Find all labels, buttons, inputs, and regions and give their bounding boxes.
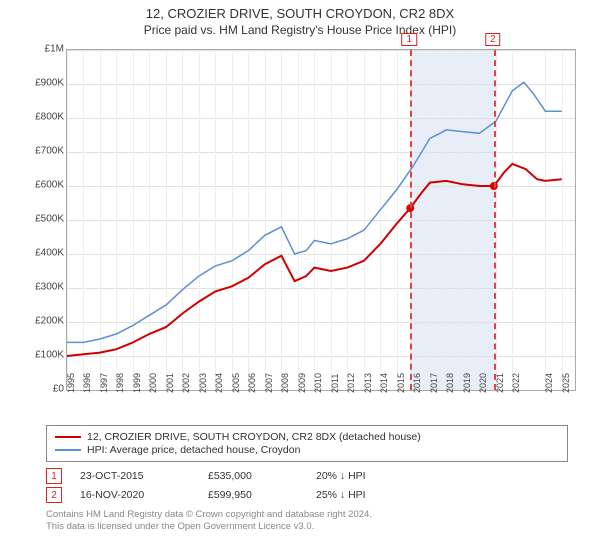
sale-marker: 1 <box>46 468 62 484</box>
y-tick-label: £200K <box>35 316 64 327</box>
sale-price: £599,950 <box>208 489 298 501</box>
x-tick-label: 2019 <box>462 373 472 393</box>
sale-marker: 2 <box>46 487 62 503</box>
y-tick-label: £0 <box>53 384 64 395</box>
x-tick-label: 2004 <box>214 373 224 393</box>
sale-row: 1 23-OCT-2015 £535,000 20% ↓ HPI <box>46 468 568 484</box>
x-tick-label: 2017 <box>429 373 439 393</box>
x-tick-label: 1998 <box>115 373 125 393</box>
legend-label: 12, CROZIER DRIVE, SOUTH CROYDON, CR2 8D… <box>87 431 421 443</box>
x-tick-label: 2002 <box>181 373 191 393</box>
x-tick-label: 1997 <box>99 373 109 393</box>
x-tick-label: 2000 <box>148 373 158 393</box>
x-tick-label: 2009 <box>297 373 307 393</box>
sale-date: 23-OCT-2015 <box>80 470 190 482</box>
sale-delta: 20% ↓ HPI <box>316 470 366 482</box>
y-tick-label: £700K <box>35 146 64 157</box>
footer: Contains HM Land Registry data © Crown c… <box>46 509 568 534</box>
sale-price: £535,000 <box>208 470 298 482</box>
footer-line-1: Contains HM Land Registry data © Crown c… <box>46 509 568 521</box>
x-tick-label: 1996 <box>82 373 92 393</box>
x-tick-label: 2003 <box>198 373 208 393</box>
x-tick-label: 2022 <box>511 373 521 393</box>
y-tick-label: £1M <box>45 44 64 55</box>
y-tick-label: £900K <box>35 78 64 89</box>
x-tick-label: 2015 <box>396 373 406 393</box>
y-tick-label: £600K <box>35 180 64 191</box>
x-tick-label: 2007 <box>264 373 274 393</box>
x-tick-label: 2001 <box>165 373 175 393</box>
plot-area <box>66 49 576 391</box>
legend-label: HPI: Average price, detached house, Croy… <box>87 444 300 456</box>
x-tick-label: 2020 <box>478 373 488 393</box>
y-tick-label: £800K <box>35 112 64 123</box>
footer-line-2: This data is licensed under the Open Gov… <box>46 521 568 533</box>
line-layer <box>67 50 575 390</box>
page-title: 12, CROZIER DRIVE, SOUTH CROYDON, CR2 8D… <box>0 6 600 21</box>
x-tick-label: 1999 <box>132 373 142 393</box>
x-tick-label: 2014 <box>379 373 389 393</box>
x-tick-label: 2005 <box>231 373 241 393</box>
x-tick-label: 2021 <box>495 373 505 393</box>
x-tick-label: 2013 <box>363 373 373 393</box>
chart: £0 £100K £200K £300K £400K £500K £600K £700K £80… <box>20 41 580 421</box>
x-tick-label: 2025 <box>561 373 571 393</box>
sales-table: 1 23-OCT-2015 £535,000 20% ↓ HPI 2 16-NOV-202… <box>46 468 568 503</box>
y-tick-label: £400K <box>35 248 64 259</box>
x-tick-label: 1995 <box>66 373 76 393</box>
x-tick-label: 2018 <box>445 373 455 393</box>
x-tick-label: 2024 <box>544 373 554 393</box>
marker-label: 1 <box>401 33 417 46</box>
sale-date: 16-NOV-2020 <box>80 489 190 501</box>
y-tick-label: £300K <box>35 282 64 293</box>
sale-row: 2 16-NOV-2020 £599,950 25% ↓ HPI <box>46 487 568 503</box>
sale-delta: 25% ↓ HPI <box>316 489 366 501</box>
x-tick-label: 2011 <box>330 374 340 393</box>
y-tick-label: £500K <box>35 214 64 225</box>
legend-swatch <box>55 449 81 451</box>
legend: 12, CROZIER DRIVE, SOUTH CROYDON, CR2 8D… <box>46 425 568 462</box>
x-tick-label: 2006 <box>247 373 257 393</box>
legend-row: HPI: Average price, detached house, Croy… <box>55 444 559 456</box>
marker-label: 2 <box>485 33 501 46</box>
x-tick-label: 2016 <box>412 373 422 393</box>
legend-swatch <box>55 436 81 438</box>
x-tick-label: 2010 <box>313 373 323 393</box>
page-subtitle: Price paid vs. HM Land Registry's House … <box>0 23 600 37</box>
legend-row: 12, CROZIER DRIVE, SOUTH CROYDON, CR2 8D… <box>55 431 559 443</box>
x-tick-label: 2008 <box>280 373 290 393</box>
y-tick-label: £100K <box>35 350 64 361</box>
x-tick-label: 2012 <box>346 373 356 393</box>
